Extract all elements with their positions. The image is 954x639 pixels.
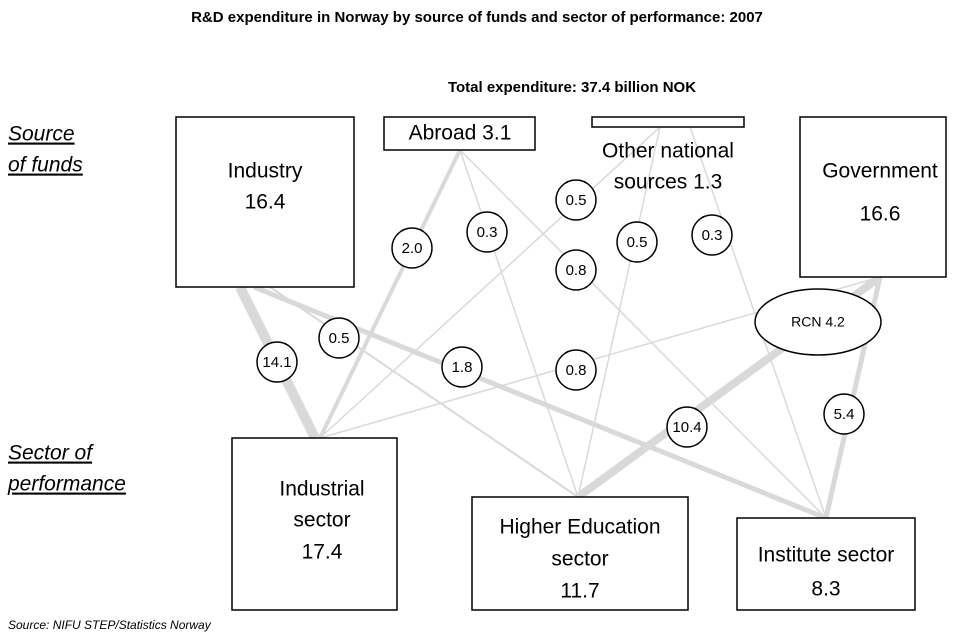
flow-label: 0.3 [702,227,723,244]
flow-line [319,126,661,439]
sector-label: sector [551,548,608,571]
flow-circle [691,214,733,256]
subtitle: Total expenditure: 37.4 billion NOK [448,79,696,96]
source-value: 16.6 [860,203,901,226]
side-label: performance [7,473,126,496]
source-value: 16.4 [245,191,286,214]
sector-box [471,496,689,611]
sector-box [736,517,916,611]
side-label: Source [8,123,75,146]
flow-circle [391,227,433,269]
sector-value: 8.3 [811,578,840,601]
flow-circle [823,393,865,435]
sector-label: Institute sector [758,544,895,567]
flow-label: 0.8 [566,362,587,379]
source-label: Industry [228,160,303,183]
flows: 2.0 0.3 0.5 0.8 0.5 0.3 14.1 0.5 1.8 0.8 10.4 5.4 [256,179,865,448]
flow-circle [318,317,360,359]
sector-label: Higher Education [499,516,660,539]
source-label: sources 1.3 [614,171,723,194]
flow-label: 0.3 [477,224,498,241]
flow-circle [555,349,597,391]
flow-circle [256,341,298,383]
source-box [175,116,355,288]
sector-value: 11.7 [560,580,599,603]
flow-label: 0.8 [566,262,587,279]
flow-label: 0.5 [627,234,648,251]
rcn-ellipse [754,288,882,356]
flow-label: 2.0 [402,240,423,257]
sector-box [231,437,398,611]
flow-circle [616,221,658,263]
flow-label: 0.5 [566,192,587,209]
source-box [591,116,745,128]
source-box [799,116,947,278]
flow-circle [441,346,483,388]
flow-line [459,149,827,519]
flow-line [459,149,579,498]
flow-label: 10.4 [672,419,701,436]
source-label: Government [822,160,938,183]
flow-label: 0.5 [329,330,350,347]
source-label: Abroad 3.1 [409,122,512,145]
sector-label: sector [293,509,350,532]
flow-circle [666,406,708,448]
flow-label: 1.8 [452,359,473,376]
flow-label: 5.4 [834,406,855,423]
flow-circle [555,249,597,291]
flow-line [577,126,661,498]
sector-value: 17.4 [302,541,343,564]
sector-label: Industrial [279,478,364,501]
flow-label: 14.1 [262,354,291,371]
flow-circle [555,179,597,221]
flow-line [269,286,579,498]
source-note: Source: NIFU STEP/Statistics Norway [8,618,212,632]
title: R&D expenditure in Norway by source of f… [191,9,763,26]
flow-circle [466,211,508,253]
side-label: of funds [8,154,83,177]
source-label: Other national [602,140,734,163]
side-label: Sector of [8,442,94,465]
source-box [383,116,536,151]
rcn-label: RCN 4.2 [791,314,845,330]
flow-line [318,149,462,439]
